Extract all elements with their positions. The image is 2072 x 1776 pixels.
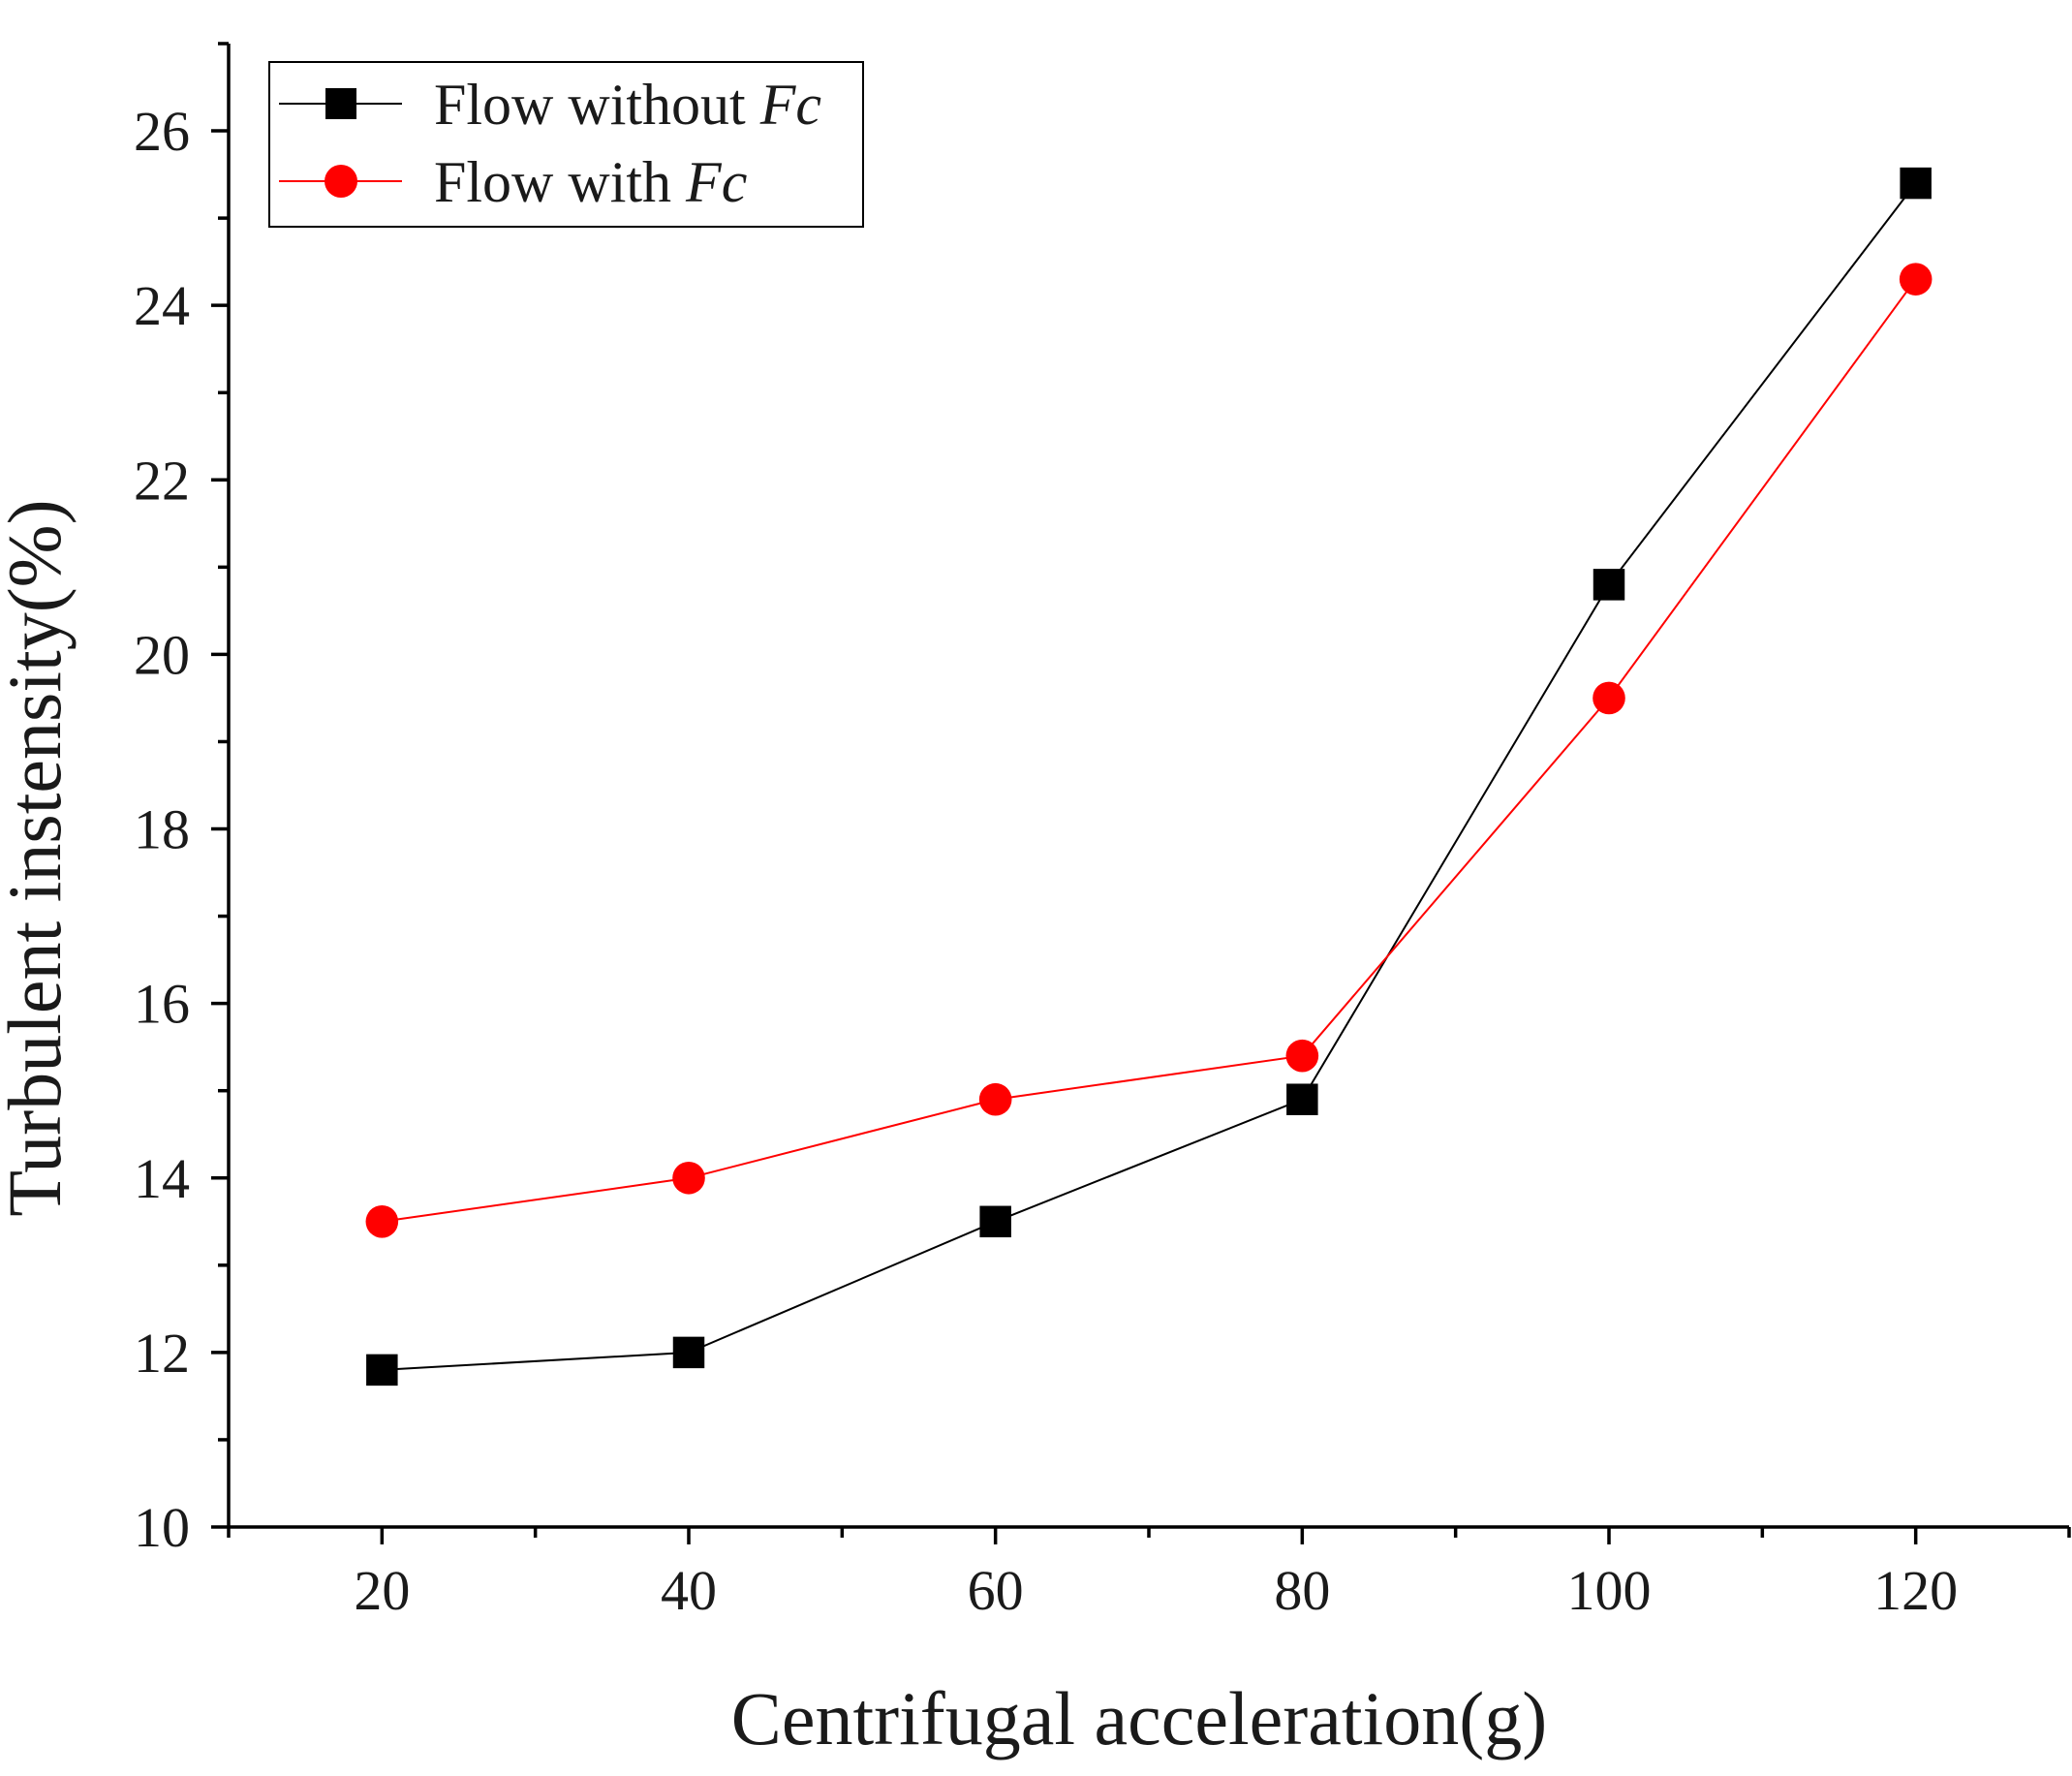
y-tick-label-20: 20 [134,623,190,686]
y-tick-label-24: 24 [134,274,190,337]
x-axis-title: Centrifugal acceleration(g) [731,1676,1547,1760]
x-tick-label-120: 120 [1873,1559,1958,1622]
series-flow-with-fc [365,263,1933,1238]
series-flow-without-fc [366,167,1932,1387]
y-tick-label-18: 18 [134,798,190,861]
data-point-s0-100 [1593,569,1625,601]
data-point-s0-40 [672,1336,705,1369]
y-tick-label-10: 10 [134,1496,190,1559]
x-tick-label-40: 40 [661,1559,717,1622]
legend-label-italic-1: Fc [685,150,747,214]
series-layer [365,167,1933,1387]
series-line-1 [382,278,1917,1223]
legend-label-0: Flow without Fc [434,73,821,137]
y-tick-label-16: 16 [134,973,190,1036]
x-tick-label-60: 60 [968,1559,1024,1622]
data-point-s1-100 [1593,681,1625,715]
y-tick-label-12: 12 [134,1322,190,1385]
legend-label-italic-0: Fc [759,73,821,137]
data-point-s1-40 [672,1161,705,1195]
legend-item-0: Flow without Fc [279,73,821,137]
legend-box [268,61,864,228]
data-point-s0-20 [366,1354,398,1387]
series-line-0 [382,182,1917,1371]
legend-label-text-0: Flow without [434,73,760,137]
data-point-s1-80 [1285,1039,1319,1073]
data-point-s0-60 [979,1205,1011,1238]
x-tick-label-100: 100 [1567,1559,1652,1622]
legend-label-1: Flow with Fc [434,150,747,214]
data-point-s0-120 [1900,167,1932,200]
axes: 20 40 60 80 100 120 10 12 14 16 18 20 22 24 26 [134,42,2071,1622]
data-point-s1-120 [1899,263,1933,296]
legend-item-1: Flow with Fc [279,150,747,214]
data-point-s1-20 [365,1204,399,1238]
y-axis-title: Turbulent instensity(%) [0,499,77,1216]
data-point-s0-80 [1286,1083,1318,1115]
legend-marker-0 [325,88,356,119]
x-tick-label-20: 20 [354,1559,410,1622]
y-tick-label-26: 26 [134,100,190,163]
legend-label-text-1: Flow with [434,150,686,214]
y-tick-label-14: 14 [134,1147,190,1210]
x-tick-label-80: 80 [1274,1559,1330,1622]
legend-marker-1 [325,165,357,198]
y-tick-label-22: 22 [134,449,190,512]
data-point-s1-60 [978,1082,1012,1116]
